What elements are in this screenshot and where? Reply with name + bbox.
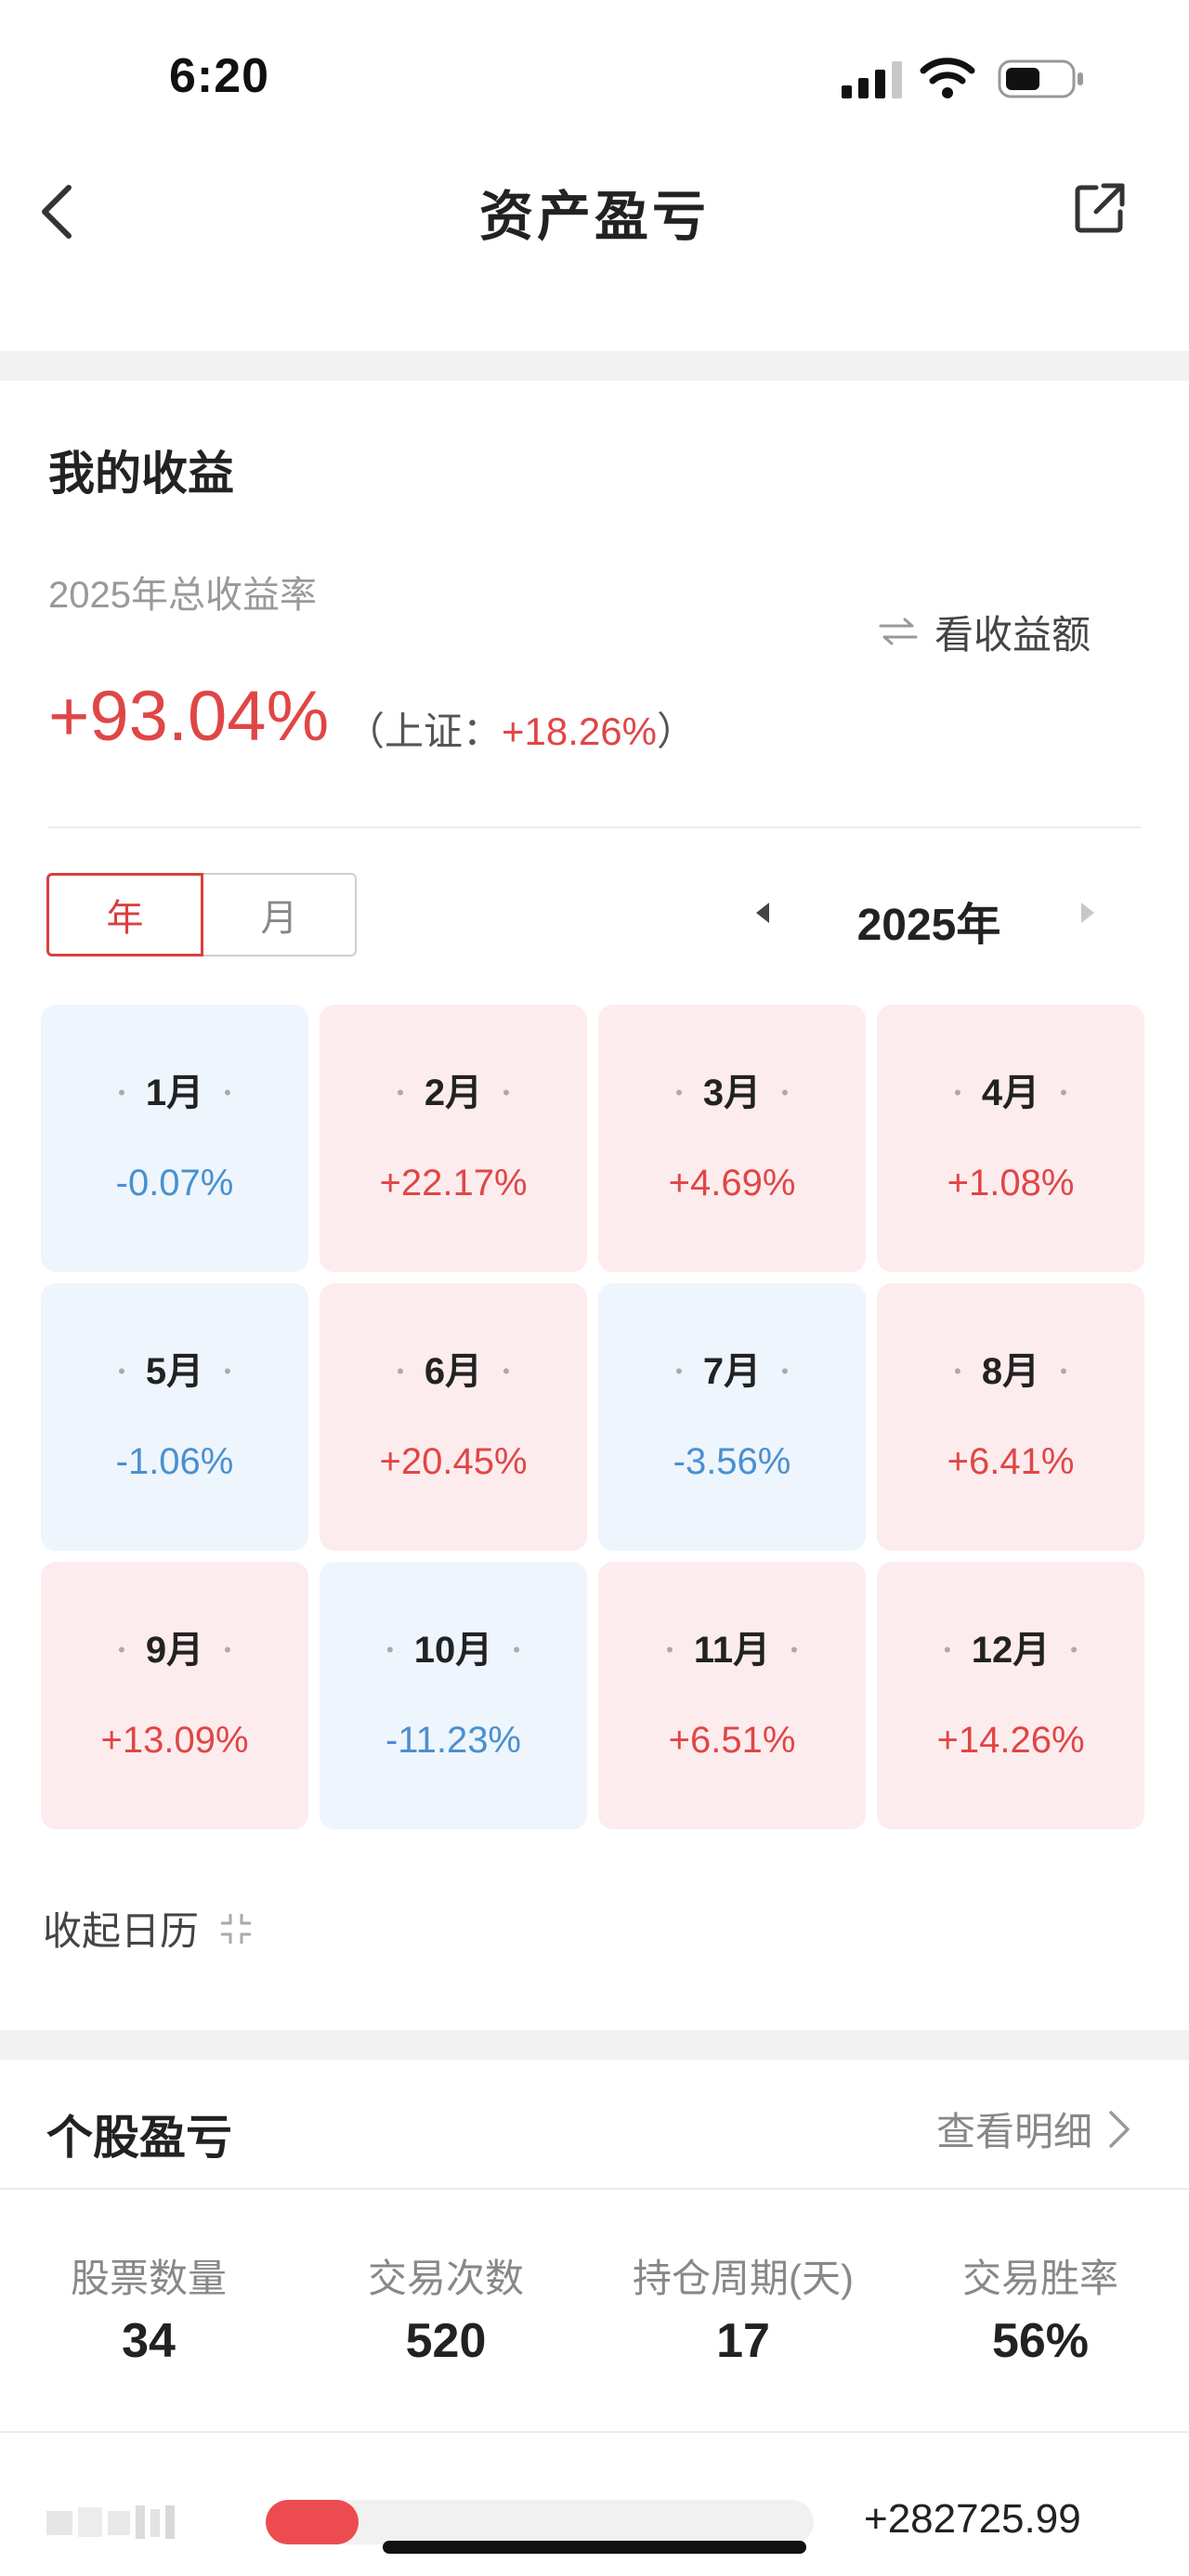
month-name: 5月 — [41, 1341, 308, 1395]
month-return: -1.06% — [115, 1441, 234, 1482]
month-name: 4月 — [877, 1062, 1144, 1116]
month-cell[interactable]: 9月 +13.09% — [41, 1562, 308, 1829]
share-icon[interactable] — [1074, 182, 1126, 234]
battery-icon — [998, 59, 1083, 98]
month-name: 11月 — [598, 1620, 866, 1673]
prev-year-icon[interactable] — [752, 899, 773, 927]
stat-item: 交易胜率 56% — [892, 2247, 1189, 2369]
month-return: -3.56% — [673, 1441, 791, 1482]
month-name: 3月 — [598, 1062, 866, 1116]
section-separator — [0, 2030, 1189, 2060]
blurred-stock-name — [46, 2505, 175, 2539]
collapse-calendar-button[interactable]: 收起日历 — [43, 1900, 255, 1957]
benchmark-value: +18.26% — [502, 709, 657, 753]
month-name: 10月 — [320, 1620, 587, 1673]
month-return: +14.26% — [936, 1720, 1085, 1761]
month-cell[interactable]: 12月 +14.26% — [877, 1562, 1144, 1829]
month-name: 1月 — [41, 1062, 308, 1116]
stock-row[interactable]: +282725.99 — [0, 2489, 1189, 2563]
divider — [0, 2188, 1189, 2190]
benchmark-text: （上证：+18.26%） — [346, 700, 696, 757]
collapse-icon — [221, 1913, 252, 1944]
stat-label: 交易胜率 — [961, 2257, 1118, 2300]
stock-pl-title: 个股盈亏 — [46, 2112, 232, 2164]
month-return: +20.45% — [379, 1441, 528, 1482]
total-rate-label: 2025年总收益率 — [48, 575, 317, 616]
stat-label: 持仓周期(天) — [633, 2257, 854, 2300]
month-cell[interactable]: 1月 -0.07% — [41, 1005, 308, 1272]
signal-icon — [842, 61, 902, 98]
month-name: 12月 — [877, 1620, 1144, 1673]
divider — [0, 2431, 1189, 2433]
month-return: +4.69% — [668, 1163, 796, 1203]
stat-item: 持仓周期(天) 17 — [594, 2247, 892, 2369]
stat-value: 56% — [991, 2314, 1090, 2368]
month-return: -11.23% — [385, 1720, 521, 1761]
month-name: 8月 — [877, 1341, 1144, 1395]
month-name: 2月 — [320, 1062, 587, 1116]
month-cell[interactable]: 5月 -1.06% — [41, 1283, 308, 1551]
chevron-right-icon — [1109, 2110, 1130, 2148]
back-icon[interactable] — [37, 182, 78, 241]
stat-value: 520 — [405, 2314, 487, 2368]
swap-icon — [879, 618, 918, 645]
segment-month[interactable]: 月 — [203, 873, 357, 956]
view-details-label: 查看明细 — [936, 2110, 1093, 2153]
collapse-calendar-label: 收起日历 — [43, 1909, 200, 1953]
month-return: +22.17% — [379, 1163, 528, 1203]
profit-bar-fill — [266, 2500, 359, 2544]
segment-year[interactable]: 年 — [46, 873, 203, 956]
period-segment: 年 月 — [46, 873, 357, 956]
month-return: +1.08% — [947, 1163, 1075, 1203]
stock-stats: 股票数量 34 交易次数 520 持仓周期(天) 17 交易胜率 56% — [0, 2247, 1189, 2369]
next-year-icon[interactable] — [1078, 899, 1098, 927]
month-name: 7月 — [598, 1341, 866, 1395]
page-title: 资产盈亏 — [478, 187, 710, 247]
stat-label: 交易次数 — [367, 2257, 524, 2300]
month-cell[interactable]: 2月 +22.17% — [320, 1005, 587, 1272]
stat-value: 17 — [716, 2314, 770, 2368]
home-indicator — [383, 2541, 806, 2554]
stat-item: 交易次数 520 — [297, 2247, 594, 2369]
view-details-link[interactable]: 查看明细 — [936, 2101, 1131, 2157]
profit-bar — [266, 2500, 814, 2544]
status-bar: 6:20 — [0, 0, 1189, 139]
total-return-rate: +93.04% — [48, 677, 330, 756]
status-time: 6:20 — [169, 49, 270, 103]
stat-item: 股票数量 34 — [0, 2247, 297, 2369]
month-name: 9月 — [41, 1620, 308, 1673]
view-amount-toggle[interactable]: 看收益额 — [879, 605, 1091, 657]
stat-value: 34 — [122, 2314, 176, 2368]
nav-bar: 资产盈亏 — [0, 139, 1189, 279]
stock-profit: +282725.99 — [864, 2496, 1081, 2542]
section-separator — [0, 351, 1189, 381]
benchmark-open: （上证： — [346, 709, 503, 753]
stat-label: 股票数量 — [70, 2257, 227, 2300]
month-return: +6.51% — [668, 1720, 796, 1761]
month-cell[interactable]: 3月 +4.69% — [598, 1005, 866, 1272]
month-cell[interactable]: 4月 +1.08% — [877, 1005, 1144, 1272]
month-return: +6.41% — [947, 1441, 1075, 1482]
month-cell[interactable]: 10月 -11.23% — [320, 1562, 587, 1829]
month-return: +13.09% — [100, 1720, 249, 1761]
wifi-icon — [920, 58, 975, 98]
current-year: 2025年 — [856, 901, 1001, 950]
month-cell[interactable]: 8月 +6.41% — [877, 1283, 1144, 1551]
view-amount-label: 看收益额 — [934, 612, 1091, 657]
month-calendar: 1月 -0.07% 2月 +22.17% 3月 +4.69% 4月 +1.08% 5月 -… — [41, 1005, 1148, 1829]
divider — [48, 826, 1141, 828]
month-cell[interactable]: 11月 +6.51% — [598, 1562, 866, 1829]
month-cell[interactable]: 7月 -3.56% — [598, 1283, 866, 1551]
earnings-title: 我的收益 — [48, 448, 234, 500]
month-return: -0.07% — [115, 1163, 234, 1203]
benchmark-close: ） — [657, 709, 697, 753]
month-name: 6月 — [320, 1341, 587, 1395]
year-navigator: 2025年 — [743, 882, 1115, 950]
month-cell[interactable]: 6月 +20.45% — [320, 1283, 587, 1551]
